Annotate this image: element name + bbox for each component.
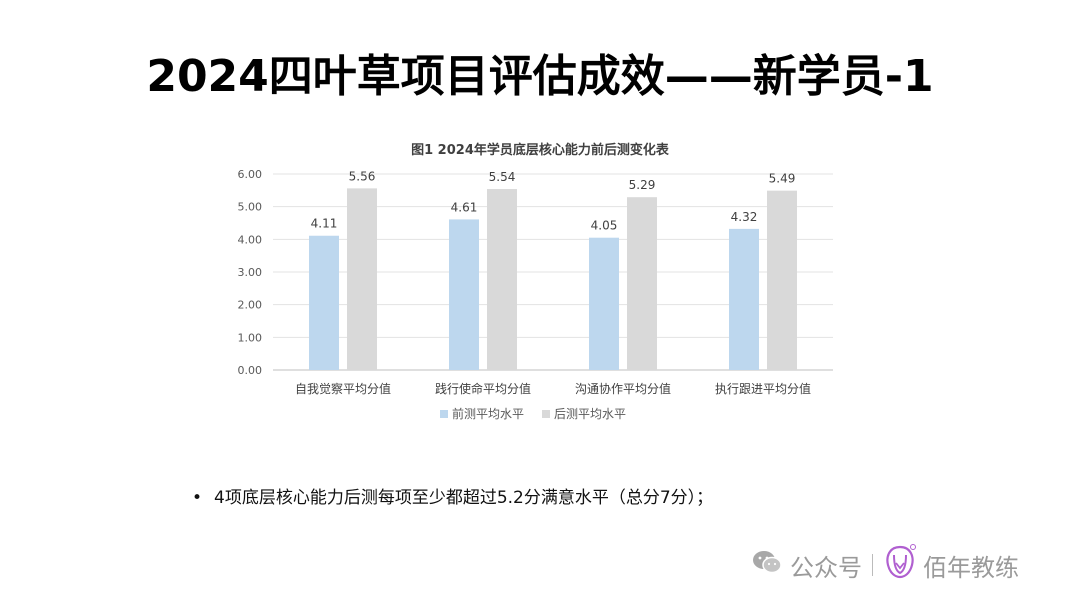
wechat-icon bbox=[752, 549, 782, 581]
data-label: 4.32 bbox=[731, 210, 758, 224]
x-tick-label: 践行使命平均分值 bbox=[435, 381, 531, 396]
bar bbox=[729, 228, 759, 370]
watermark-divider bbox=[872, 554, 873, 576]
data-label: 4.61 bbox=[451, 200, 478, 214]
x-tick-label: 执行跟进平均分值 bbox=[715, 381, 811, 396]
data-label: 5.56 bbox=[349, 169, 376, 183]
chart-title: 图1 2024年学员底层核心能力前后测变化表 bbox=[411, 142, 670, 158]
bar bbox=[767, 190, 797, 370]
brand-logo-icon bbox=[883, 543, 917, 587]
data-label: 4.11 bbox=[311, 217, 338, 231]
data-label: 5.54 bbox=[489, 170, 516, 184]
slide-title: 2024四叶草项目评估成效——新学员-1 bbox=[146, 51, 934, 102]
bullet-marker: • bbox=[192, 488, 203, 508]
bullet-text: 4项底层核心能力后测每项至少都超过5.2分满意水平（总分7分）； bbox=[214, 488, 714, 508]
bar bbox=[487, 189, 517, 370]
bar bbox=[627, 197, 657, 370]
bar bbox=[589, 237, 619, 370]
y-tick-label: 1.00 bbox=[238, 331, 263, 344]
bar bbox=[347, 188, 377, 370]
bar bbox=[449, 219, 479, 370]
y-tick-label: 6.00 bbox=[238, 168, 263, 181]
legend-swatch bbox=[440, 410, 448, 418]
legend-label: 前测平均水平 bbox=[452, 406, 524, 421]
y-tick-label: 4.00 bbox=[238, 233, 263, 246]
y-tick-label: 3.00 bbox=[238, 266, 263, 279]
y-tick-label: 2.00 bbox=[238, 299, 263, 312]
watermark: 公众号 佰年教练 bbox=[752, 543, 1019, 587]
data-label: 5.29 bbox=[629, 178, 656, 192]
legend-label: 后测平均水平 bbox=[554, 407, 626, 421]
bullet-point: • 4项底层核心能力后测每项至少都超过5.2分满意水平（总分7分）； bbox=[192, 483, 713, 508]
bar bbox=[309, 235, 339, 370]
data-label: 4.05 bbox=[591, 219, 618, 233]
x-tick-label: 沟通协作平均分值 bbox=[575, 381, 671, 396]
y-tick-label: 5.00 bbox=[238, 201, 263, 214]
y-tick-label: 0.00 bbox=[238, 364, 263, 377]
brand-name: 佰年教练 bbox=[923, 553, 1019, 582]
legend-swatch bbox=[542, 410, 550, 418]
x-tick-label: 自我觉察平均分值 bbox=[295, 381, 391, 396]
data-label: 5.49 bbox=[769, 172, 796, 186]
account-label: 公众号 bbox=[790, 553, 862, 582]
